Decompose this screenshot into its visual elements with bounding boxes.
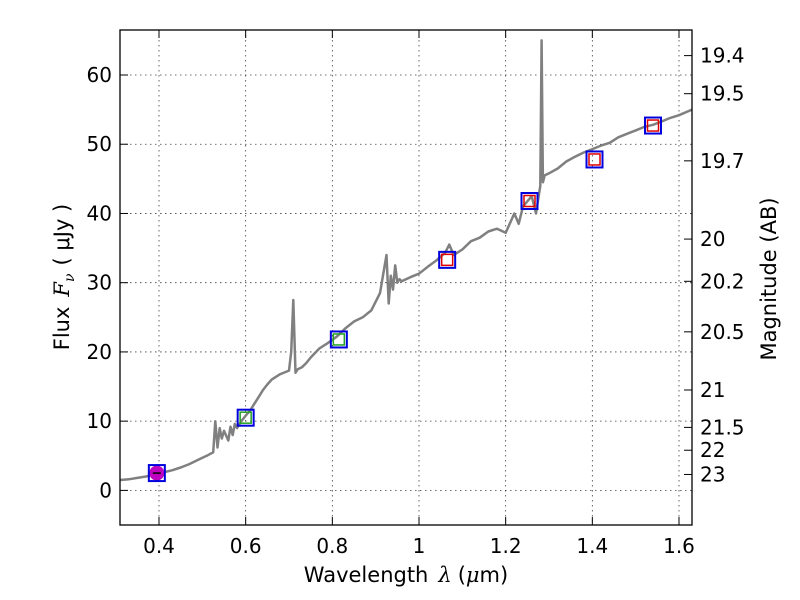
y-tick-label: 20 — [87, 340, 112, 364]
mag-tick-label: 20.2 — [700, 269, 745, 293]
x-tick-label: 1.4 — [576, 534, 608, 558]
photometry-point — [520, 192, 539, 210]
x-tick-label: 0.4 — [143, 534, 175, 558]
x-tick-label: 0.8 — [316, 534, 348, 558]
observed-flux-box — [236, 408, 255, 427]
x-axis-label: Wavelength λ (μm) — [304, 563, 508, 587]
y-tick-label: 40 — [87, 201, 112, 225]
observed-flux-box — [438, 250, 457, 269]
observed-flux-box — [644, 116, 662, 135]
observed-flux-box — [147, 464, 166, 483]
y2-axis-label: Magnitude (AB) — [757, 197, 781, 360]
y-tick-label: 10 — [87, 409, 112, 433]
y-axis-label-subscript: ν — [62, 273, 78, 282]
x-axis-label-prefix: Wavelength — [304, 563, 429, 587]
mag-tick-label: 20 — [700, 227, 725, 251]
y-tick-label: 0 — [99, 478, 112, 502]
mag-tick-label: 19.7 — [700, 149, 745, 173]
model-flux-box — [646, 119, 660, 132]
photometry-point — [585, 150, 604, 169]
photometry-markers — [147, 116, 662, 483]
model-flux-box — [332, 333, 346, 346]
x-tick-label: 1.2 — [490, 534, 522, 558]
x-tick-label: 1.6 — [663, 534, 695, 558]
observed-flux-box — [585, 150, 604, 169]
photometry-point — [329, 330, 348, 349]
x-axis-label-symbol: λ — [437, 563, 451, 587]
observed-flux-box — [520, 192, 539, 210]
series-layer — [119, 39, 693, 482]
ticks: 0.4 0.6 0.8 1 1.2 1.4 1.6 0 10 20 30 40 50 60 19.4 19.5… — [87, 30, 745, 558]
observed-flux-box — [329, 330, 348, 349]
mag-tick-label: 21 — [700, 378, 725, 402]
x-axis-label-unit-mu: μ — [466, 563, 480, 587]
x-axis-label-unit-open: ( — [458, 563, 466, 587]
mag-tick-label: 20.5 — [700, 320, 745, 344]
model-flux-box — [239, 411, 252, 424]
y-tick-label: 30 — [87, 271, 112, 295]
y-axis-label-prefix: Flux — [50, 307, 74, 351]
photometry-point — [644, 116, 662, 135]
model-flux-box — [588, 153, 601, 166]
x-tick-label: 0.6 — [230, 534, 262, 558]
mag-tick-label: 21.5 — [700, 415, 745, 439]
y-axis-label: Flux Fν ( μJy ) — [50, 204, 78, 350]
spectrum-line — [119, 39, 693, 482]
y-tick-label: 50 — [87, 132, 112, 156]
model-flux-box — [440, 253, 454, 267]
x-tick-label: 1 — [413, 534, 426, 558]
x-axis-label-unit-rest: m) — [480, 563, 509, 587]
photometry-point — [438, 250, 457, 269]
photometry-point — [147, 464, 166, 483]
mag-tick-label: 19.5 — [700, 82, 745, 106]
mag-tick-label: 22 — [700, 438, 725, 462]
y-tick-label: 60 — [87, 63, 112, 87]
model-flux-box — [523, 194, 536, 208]
mag-tick-label: 23 — [700, 462, 725, 486]
grid — [120, 30, 692, 525]
photometry-point — [236, 408, 255, 427]
y-axis-label-symbol: F — [50, 281, 74, 298]
y-axis-label-unit: ( μJy ) — [50, 204, 74, 266]
plot-frame — [119, 29, 693, 526]
mag-tick-label: 19.4 — [700, 44, 745, 68]
